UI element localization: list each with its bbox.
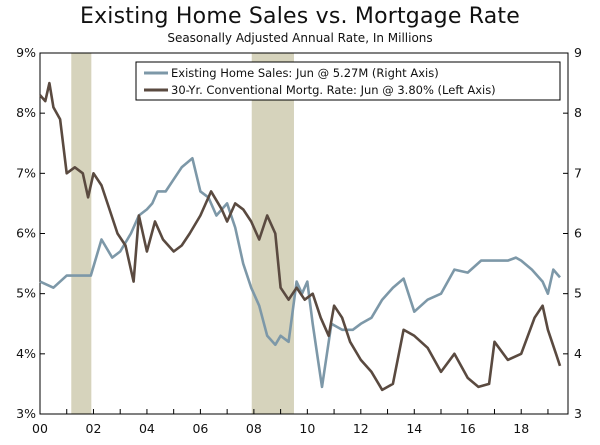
- right-tick-label: 4: [574, 346, 582, 361]
- right-tick-label: 5: [574, 286, 582, 301]
- legend-label-mortgage-rate: 30-Yr. Conventional Mortg. Rate: Jun @ 3…: [171, 83, 496, 97]
- legend-label-home-sales: Existing Home Sales: Jun @ 5.27M (Right …: [171, 66, 439, 80]
- x-tick-label: 18: [513, 421, 529, 436]
- x-tick-label: 06: [192, 421, 208, 436]
- left-tick-label: 5%: [16, 286, 36, 301]
- recession-band: [251, 53, 294, 414]
- x-tick-label: 04: [139, 421, 155, 436]
- right-tick-label: 3: [574, 406, 582, 421]
- left-tick-label: 9%: [16, 45, 36, 60]
- plot-frame: [39, 52, 569, 415]
- x-tick-label: 02: [86, 421, 102, 436]
- x-tick-label: 10: [299, 421, 315, 436]
- recession-band: [71, 53, 92, 414]
- x-tick-label: 16: [460, 421, 476, 436]
- recession-bands: [71, 53, 294, 414]
- x-tick-label: 12: [353, 421, 369, 436]
- left-tick-label: 8%: [16, 105, 36, 120]
- x-tick-label: 14: [406, 421, 422, 436]
- right-axis: 3 4 5 6 7 8 9: [563, 45, 582, 421]
- left-tick-label: 7%: [16, 165, 36, 180]
- series-lines: [39, 81, 562, 392]
- legend-box: [135, 61, 561, 101]
- right-tick-label: 9: [574, 45, 582, 60]
- x-axis: 00 02 04 06 08 10 12 14 16 18: [32, 409, 549, 436]
- chart-subtitle: Seasonally Adjusted Annual Rate, In Mill…: [167, 31, 433, 45]
- x-tick-label: 00: [32, 421, 48, 436]
- legend: Existing Home Sales: Jun @ 5.27M (Right …: [135, 61, 561, 101]
- left-axis: 3% 4% 5% 6% 7% 8% 9%: [16, 45, 45, 421]
- right-tick-label: 6: [574, 226, 582, 241]
- series-line-home-sales: [39, 157, 561, 389]
- right-tick-label: 8: [574, 105, 582, 120]
- left-tick-label: 3%: [16, 406, 36, 421]
- left-tick-label: 6%: [16, 226, 36, 241]
- right-tick-label: 7: [574, 165, 582, 180]
- chart-title: Existing Home Sales vs. Mortgage Rate: [79, 4, 520, 29]
- left-tick-label: 4%: [16, 346, 36, 361]
- series-line-mortgage-rate: [39, 81, 562, 392]
- x-tick-label: 08: [246, 421, 262, 436]
